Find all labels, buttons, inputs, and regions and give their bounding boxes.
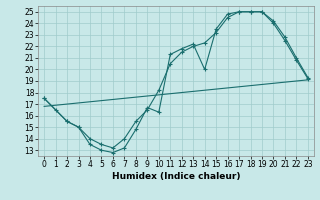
X-axis label: Humidex (Indice chaleur): Humidex (Indice chaleur) [112, 172, 240, 181]
